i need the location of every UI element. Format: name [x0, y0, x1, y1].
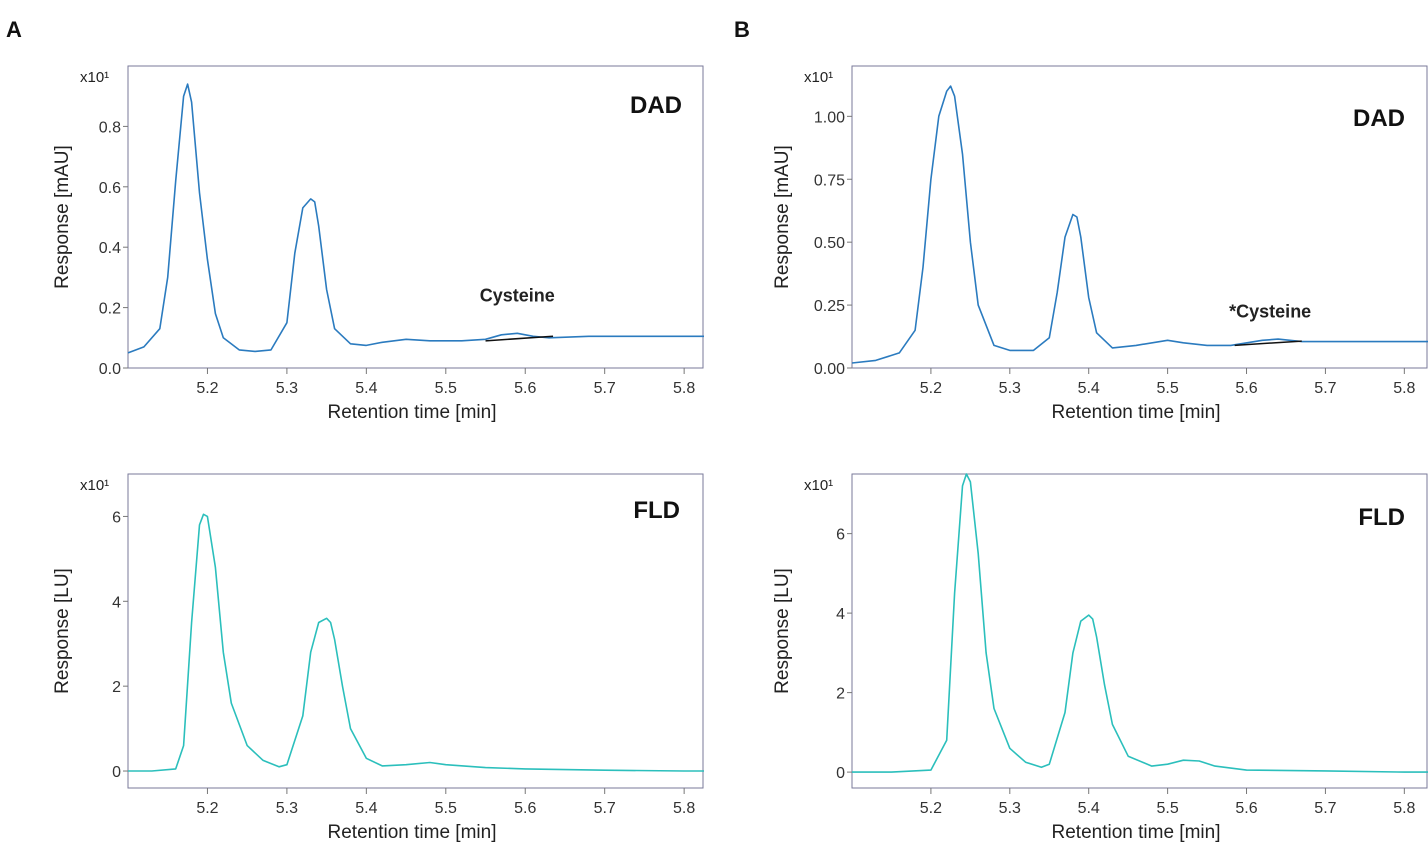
- plot-frame: [127, 473, 704, 789]
- y-tick-label: 0.0: [99, 361, 121, 378]
- y-tick-label: 0.8: [99, 119, 121, 136]
- y-axis-label: Response [LU]: [772, 568, 793, 694]
- x-tick-label: 5.8: [673, 800, 695, 817]
- x-tick-label: 5.5: [435, 380, 457, 397]
- x-tick-label: 5.8: [1393, 800, 1415, 817]
- x-tick-label: 5.6: [514, 380, 536, 397]
- x-tick-label: 5.7: [1314, 380, 1336, 397]
- x-tick-label: 5.4: [355, 800, 377, 817]
- panel-letter-a: A: [6, 17, 22, 42]
- y-tick-label: 4: [836, 606, 845, 623]
- plot-frame: [851, 473, 1428, 789]
- y-tick-label: 2: [836, 686, 845, 703]
- y-multiplier: x10¹: [80, 69, 109, 86]
- y-axis-label: Response [LU]: [52, 568, 73, 694]
- y-tick-label: 0.4: [99, 240, 121, 257]
- y-tick-label: 0.75: [814, 172, 845, 189]
- series-line: [128, 513, 704, 772]
- series-line: [852, 473, 1428, 773]
- y-axis-label: Response [mAU]: [52, 145, 73, 289]
- x-tick-label: 5.5: [435, 800, 457, 817]
- x-tick-label: 5.7: [594, 380, 616, 397]
- y-multiplier: x10¹: [804, 69, 833, 86]
- chart-title: DAD: [630, 92, 682, 119]
- x-tick-label: 5.5: [1156, 380, 1178, 397]
- chart-b-fld: 5.2 5.3 5.4 5.5 5.6 5.7 5.8 0 2 4 6 x10¹ Retention t…: [772, 473, 1428, 843]
- x-tick-label: 5.3: [999, 800, 1021, 817]
- chart-title: FLD: [633, 497, 680, 524]
- y-tick-label: 6: [836, 527, 845, 544]
- y-multiplier: x10¹: [80, 477, 109, 494]
- series-line: [851, 85, 1428, 364]
- y-tick-label: 0.2: [99, 301, 121, 318]
- y-tick-label: 4: [112, 594, 121, 611]
- x-tick-label: 5.4: [1078, 380, 1100, 397]
- y-tick-label: 0.50: [814, 235, 845, 252]
- x-tick-label: 5.6: [1235, 800, 1257, 817]
- x-tick-label: 5.5: [1156, 800, 1178, 817]
- x-tick-label: 5.2: [920, 800, 942, 817]
- x-axis-label: Retention time [min]: [1052, 822, 1221, 843]
- y-tick-label: 0.00: [814, 361, 845, 378]
- series-line: [127, 83, 704, 354]
- x-axis-label: Retention time [min]: [328, 402, 497, 423]
- y-tick-label: 0: [112, 764, 121, 781]
- x-axis-label: Retention time [min]: [328, 822, 497, 843]
- x-tick-label: 5.3: [276, 380, 298, 397]
- y-tick-label: 1.00: [814, 109, 845, 126]
- x-tick-label: 5.8: [673, 380, 695, 397]
- x-tick-label: 5.4: [355, 380, 377, 397]
- y-tick-label: 2: [112, 679, 121, 696]
- x-tick-label: 5.4: [1078, 800, 1100, 817]
- x-tick-label: 5.6: [1235, 380, 1257, 397]
- chart-title: FLD: [1358, 504, 1405, 531]
- chart-a-dad: 5.2 5.3 5.4 5.5 5.6 5.7 5.8 0.0 0.2 0.4 0.6 0.8 x10¹…: [52, 65, 704, 423]
- y-tick-label: 0.25: [814, 298, 845, 315]
- x-tick-label: 5.2: [196, 380, 218, 397]
- chart-title: DAD: [1353, 105, 1405, 132]
- x-axis-label: Retention time [min]: [1052, 402, 1221, 423]
- y-tick-label: 0: [836, 765, 845, 782]
- y-tick-label: 0.6: [99, 180, 121, 197]
- y-tick-label: 6: [112, 509, 121, 526]
- charts-container: 5.2 5.3 5.4 5.5 5.6 5.7 5.8 0.0 0.2 0.4 0.6 0.8 x10¹…: [52, 65, 1428, 843]
- x-tick-label: 5.3: [999, 380, 1021, 397]
- x-tick-label: 5.6: [514, 800, 536, 817]
- integration-baseline: [1234, 340, 1302, 347]
- peak-annotation: *Cysteine: [1229, 302, 1311, 322]
- x-tick-label: 5.2: [920, 380, 942, 397]
- y-axis-label: Response [mAU]: [772, 145, 793, 289]
- panel-letter-b: B: [734, 17, 750, 42]
- x-tick-label: 5.7: [1314, 800, 1336, 817]
- peak-annotation: Cysteine: [480, 286, 555, 306]
- plot-frame: [127, 65, 704, 369]
- x-tick-label: 5.8: [1393, 380, 1415, 397]
- chart-b-dad: 5.2 5.3 5.4 5.5 5.6 5.7 5.8 0.00 0.25 0.50 0.75 1.0…: [772, 65, 1428, 423]
- plot-frame: [851, 65, 1428, 369]
- integration-baseline: [485, 335, 554, 342]
- x-tick-label: 5.7: [594, 800, 616, 817]
- x-tick-label: 5.3: [276, 800, 298, 817]
- y-multiplier: x10¹: [804, 477, 833, 494]
- x-tick-label: 5.2: [196, 800, 218, 817]
